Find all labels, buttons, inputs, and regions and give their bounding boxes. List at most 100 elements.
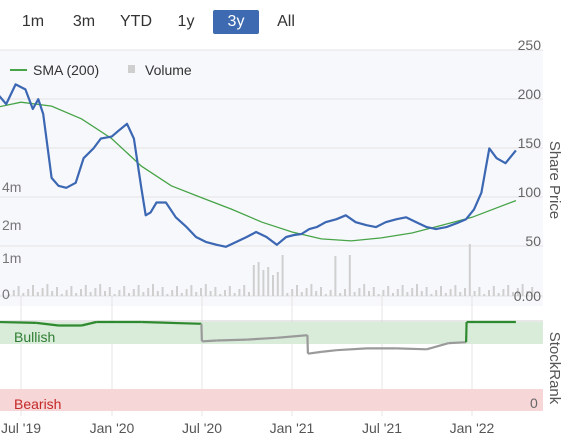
date-label-jul-21: Jul '21 xyxy=(362,420,402,436)
stockrank-segment xyxy=(306,335,309,354)
volume-bar xyxy=(27,289,30,296)
share-price-axis-title: Share Price xyxy=(546,141,563,219)
volume-tick-2m: 2m xyxy=(2,217,21,233)
stockrank-segment xyxy=(465,321,468,343)
range-tab-all[interactable]: All xyxy=(277,13,295,30)
volume-bar xyxy=(339,293,342,296)
volume-bar xyxy=(219,294,222,296)
price-tick-50: 50 xyxy=(525,233,541,249)
volume-bar xyxy=(430,294,433,296)
volume-bar xyxy=(156,291,159,296)
volume-bar xyxy=(166,294,169,296)
stockrank-segment xyxy=(276,335,297,339)
volume-bar xyxy=(108,287,111,296)
volume-bar xyxy=(440,286,442,296)
volume-bar xyxy=(257,262,260,296)
volume-bar xyxy=(185,289,188,296)
volume-bar xyxy=(171,290,174,296)
volume-bar xyxy=(473,291,476,296)
volume-bar xyxy=(291,289,294,296)
stockrank-axis-title: StockRank xyxy=(546,332,563,405)
volume-bar xyxy=(488,290,490,296)
volume-bar xyxy=(75,293,78,296)
volume-bar xyxy=(147,288,150,296)
stockrank-segment xyxy=(0,320,37,324)
volume-bar xyxy=(238,289,241,296)
volume-bar xyxy=(396,289,399,296)
volume-series xyxy=(8,244,534,296)
volume-bar xyxy=(406,292,409,296)
volume-bar xyxy=(200,288,202,296)
volume-bar xyxy=(377,294,380,296)
volume-bar xyxy=(89,292,92,296)
stockrank-segment xyxy=(296,334,308,338)
volume-bar xyxy=(36,292,39,296)
legend-sma-label[interactable]: SMA (200) xyxy=(33,62,99,78)
volume-bar xyxy=(281,255,284,296)
volume-bar xyxy=(132,289,135,296)
volume-bar xyxy=(449,289,452,296)
volume-bar xyxy=(521,284,524,296)
share-price-line xyxy=(0,83,517,248)
stockrank-segment xyxy=(81,320,97,327)
volume-bar xyxy=(204,284,207,296)
volume-bar xyxy=(310,284,313,296)
volume-bar xyxy=(454,285,457,296)
volume-bar xyxy=(248,292,250,296)
volume-bar xyxy=(464,288,466,296)
bullish-label: Bullish xyxy=(14,329,55,345)
volume-bar xyxy=(267,267,270,296)
volume-bar xyxy=(180,293,183,296)
range-tab-ytd[interactable]: YTD xyxy=(120,13,152,30)
volume-bar xyxy=(372,287,375,296)
volume-bar xyxy=(113,294,116,296)
volume-bar xyxy=(382,290,385,296)
stockrank-segment xyxy=(141,320,202,325)
volume-bar xyxy=(214,287,217,296)
volume-bar xyxy=(392,293,394,296)
volume-bar xyxy=(348,255,351,296)
stockrank-segment xyxy=(448,341,467,345)
range-tab-1y[interactable]: 1y xyxy=(177,13,195,30)
volume-bar xyxy=(468,244,471,296)
volume-bar xyxy=(334,256,337,296)
volume-bar xyxy=(46,284,49,296)
volume-bar xyxy=(32,285,34,296)
volume-bar xyxy=(51,291,54,296)
legend-volume-swatch xyxy=(128,65,135,73)
range-tab-1m[interactable]: 1m xyxy=(21,13,45,30)
range-tab-3m[interactable]: 3m xyxy=(72,13,96,30)
stockrank-series xyxy=(0,320,516,355)
volume-bar xyxy=(315,291,318,296)
range-tab-3y[interactable]: 3y xyxy=(213,10,259,34)
volume-bar xyxy=(353,292,356,296)
sma-200-line xyxy=(0,101,517,242)
volume-bar xyxy=(41,288,44,296)
bearish-band xyxy=(0,389,543,411)
volume-bar xyxy=(99,284,102,296)
volume-bar xyxy=(60,294,63,296)
volume-bar xyxy=(104,291,106,296)
price-axis-ticks: 250 200 150 100 50 0.00 xyxy=(514,37,541,304)
stockrank-segment xyxy=(36,321,59,327)
volume-bar xyxy=(512,292,514,296)
volume-bar xyxy=(70,286,73,296)
volume-bar xyxy=(128,293,130,296)
volume-bar xyxy=(296,285,298,296)
stockrank-segment xyxy=(200,323,203,342)
volume-bar xyxy=(305,288,308,296)
volume-bar xyxy=(176,286,178,296)
price-tick-0: 0.00 xyxy=(514,288,541,304)
stockrank-segment xyxy=(426,342,450,351)
legend-volume-label[interactable]: Volume xyxy=(145,62,192,78)
volume-bar xyxy=(526,291,529,296)
volume-bar xyxy=(8,294,10,296)
volume-bar xyxy=(411,288,414,296)
volume-bar xyxy=(363,284,366,296)
stockrank-segment xyxy=(246,336,277,341)
price-tick-150: 150 xyxy=(518,135,542,151)
volume-bar xyxy=(84,285,87,296)
volume-bar xyxy=(276,272,279,296)
volume-bar xyxy=(152,284,154,296)
stockrank-segment xyxy=(307,350,322,355)
